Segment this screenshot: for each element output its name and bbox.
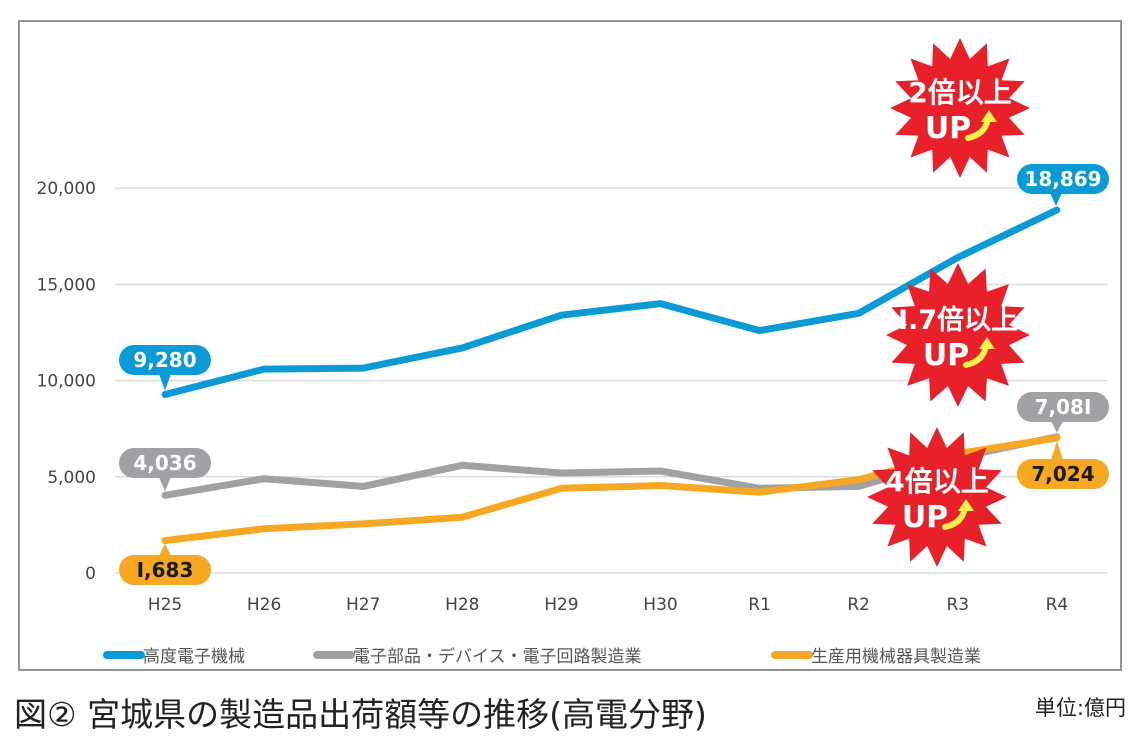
legend-label: 生産用機械器具製造業: [811, 647, 981, 667]
data-label: 7,08I: [1017, 392, 1109, 433]
x-tick-label: R2: [847, 595, 870, 615]
legend-label: 高度電子機械: [143, 647, 245, 667]
label-pill: [1017, 392, 1109, 422]
data-label-text: 7,024: [1031, 462, 1094, 486]
data-labels: 9,280 18,869 4,036 7,08I I,683 7,024: [119, 164, 1109, 585]
x-tick-label: R1: [748, 595, 771, 615]
x-tick-label: H30: [643, 595, 677, 615]
legend: 高度電子機械 電子部品・デバイス・電子回路製造業 生産用機械器具製造業: [103, 646, 981, 667]
label-pill: [1017, 459, 1109, 489]
data-label-text: 18,869: [1024, 167, 1101, 191]
x-tick-label: R4: [1046, 595, 1069, 615]
curved-up-arrow-icon: [963, 337, 995, 368]
burst-text-line1: 2倍以上: [908, 76, 1011, 109]
burst-text-line2: UP: [902, 500, 948, 535]
arrow-head: [958, 499, 974, 511]
label-pointer: [159, 477, 171, 492]
y-tick-label: 10,000: [37, 372, 96, 392]
x-tick-label: R3: [946, 595, 969, 615]
data-label: I,683: [119, 543, 211, 585]
data-label-text: 7,08I: [1035, 395, 1092, 419]
label-pointer: [1050, 193, 1062, 206]
curved-up-arrow-icon: [965, 110, 997, 141]
y-axis-ticks: 0 5,000 10,000 15,000 20,000: [37, 179, 96, 584]
x-tick-label: H26: [247, 595, 281, 615]
unit-label: 単位:億円: [1034, 696, 1126, 720]
y-tick-label: 20,000: [37, 179, 96, 199]
label-pointer: [159, 543, 171, 556]
y-tick-label: 5,000: [47, 468, 96, 488]
x-tick-label: H28: [445, 595, 479, 615]
label-pointer: [1051, 421, 1063, 433]
label-pill: [119, 345, 211, 375]
starburst-shape: [890, 38, 1030, 178]
legend-label: 電子部品・デバイス・電子回路製造業: [353, 646, 642, 667]
data-label: 9,280: [119, 345, 211, 391]
burst-text-line1: 4倍以上: [885, 465, 988, 498]
x-axis-ticks: H25 H26 H27 H28 H29 H30 R1 R2 R3 R4: [148, 595, 1068, 615]
x-tick-label: H27: [346, 595, 380, 615]
data-label-text: I,683: [137, 558, 194, 582]
x-tick-label: H25: [148, 595, 182, 615]
label-pill: [119, 448, 211, 478]
starburst-shape: [886, 263, 1030, 407]
legend-item: 高度電子機械: [103, 647, 245, 667]
burst-text-line1: I.7倍以上: [898, 304, 1018, 336]
y-tick-label: 0: [85, 564, 96, 584]
legend-item: 生産用機械器具製造業: [771, 647, 981, 667]
x-tick-label: H29: [544, 595, 578, 615]
arrow-head: [979, 337, 995, 349]
arrow-head: [981, 110, 997, 122]
chart-title: 図② 宮城県の製造品出荷額等の推移(高電分野): [14, 695, 707, 734]
y-tick-label: 15,000: [37, 275, 96, 295]
starburst-shape: [867, 427, 1007, 567]
label-pill: [1017, 164, 1109, 194]
legend-item: 電子部品・デバイス・電子回路製造業: [313, 646, 642, 667]
data-label: 4,036: [119, 448, 211, 492]
data-label-text: 9,280: [133, 348, 196, 372]
burst-text-line2: UP: [925, 111, 971, 146]
data-label: 7,024: [1017, 440, 1109, 489]
label-pointer: [159, 374, 171, 391]
data-label: 18,869: [1017, 164, 1109, 206]
label-pointer: [1051, 440, 1063, 460]
burst-text-line2: UP: [923, 338, 969, 373]
curved-up-arrow-icon: [942, 499, 974, 530]
label-pill: [119, 555, 211, 585]
data-label-text: 4,036: [133, 451, 196, 475]
